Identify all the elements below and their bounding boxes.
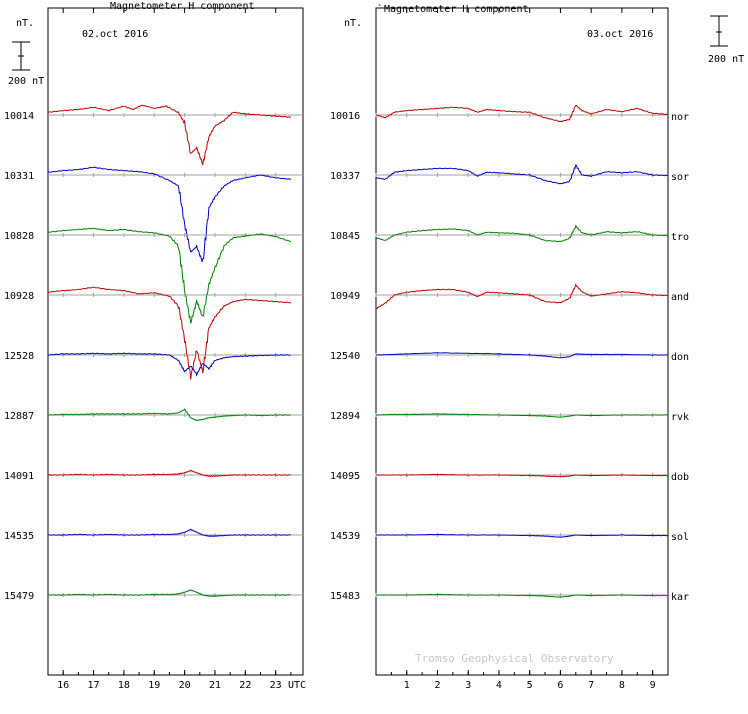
left-x-axis: 16 17 18 19 20 21 22 23 (47, 8, 292, 691)
right-station-baseline-label: 14095 (330, 471, 360, 482)
left-station-baseline-label: 12528 (4, 351, 34, 362)
right-station-baseline-label: 15483 (330, 591, 360, 602)
right-plot-frame (375, 7, 669, 676)
right-station-trace (375, 283, 669, 310)
left-station-trace (47, 352, 291, 377)
right-station-baseline-label: 10949 (330, 291, 360, 302)
right-chart-title: Magnetometer H component (384, 4, 529, 15)
right-x-tick-label: 6 (557, 680, 563, 691)
station-code-label: rvk (671, 412, 689, 423)
left-station-trace (47, 528, 291, 537)
right-x-tick-label: 1 (404, 680, 410, 691)
left-station-trace (47, 408, 291, 422)
right-station-traces: 10016 nor 10337 sor 10845 tro 10949 and 12540 don… (330, 104, 689, 603)
left-station-trace (47, 166, 292, 263)
left-station-baseline-label: 12887 (4, 411, 34, 422)
right-station-trace (375, 164, 669, 185)
left-station-trace (47, 104, 291, 166)
right-station-trace (375, 593, 669, 598)
right-x-tick-label: 2 (434, 680, 440, 691)
right-station-baseline-label: 14539 (330, 531, 360, 542)
left-station-trace (47, 469, 291, 478)
right-station-baseline-label: 10016 (330, 111, 360, 122)
right-station-trace (375, 224, 669, 243)
right-station-baseline-label: 12894 (330, 411, 360, 422)
right-station-baseline-label: 12540 (330, 351, 360, 362)
right-x-tick-label: 4 (496, 680, 502, 691)
left-station-baseline-label: 10331 (4, 171, 34, 182)
left-station-baseline-label: 14091 (4, 471, 34, 482)
right-station-trace (375, 533, 669, 538)
left-x-tick-label: 17 (88, 680, 100, 691)
left-station-baseline-label: 10828 (4, 231, 34, 242)
left-scale-bar (12, 41, 30, 71)
left-date-label: 02.oct 2016 (82, 29, 148, 40)
left-station-baseline-label: 10928 (4, 291, 34, 302)
station-code-label: tro (671, 232, 689, 243)
station-code-label: sor (671, 172, 689, 183)
right-x-tick-label: 7 (588, 680, 594, 691)
right-x-tick-label: 5 (527, 680, 533, 691)
left-x-tick-label: 18 (118, 680, 130, 691)
right-station-trace (375, 104, 669, 123)
left-station-traces: 10014 10331 10828 10928 12528 12887 14091 14535… (4, 104, 303, 602)
left-station-trace (47, 589, 291, 598)
right-station-trace (375, 413, 669, 418)
left-x-tick-label: 21 (209, 680, 221, 691)
right-x-tick-label: 8 (619, 680, 625, 691)
left-station-trace (47, 227, 292, 324)
left-x-unit-label: UTC (288, 680, 306, 691)
right-unit-label: nT. (344, 18, 362, 29)
station-code-label: sol (671, 532, 689, 543)
left-scale-label: 200 nT (8, 76, 44, 87)
right-station-trace (375, 473, 668, 478)
right-station-trace (375, 352, 669, 359)
right-scale-bar (710, 15, 728, 47)
left-x-tick-label: 20 (179, 680, 191, 691)
station-code-label: don (671, 352, 689, 363)
station-code-label: dob (671, 472, 689, 483)
right-station-baseline-label: 10845 (330, 231, 360, 242)
right-date-label: 03.oct 2016 (587, 29, 653, 40)
left-plot-frame (47, 7, 304, 676)
left-station-trace (47, 286, 291, 380)
left-station-baseline-label: 10014 (4, 111, 34, 122)
left-chart-title: Magnetometer H component (110, 1, 255, 12)
right-scale-label: 200 nT (708, 54, 744, 65)
left-station-baseline-label: 14535 (4, 531, 34, 542)
station-code-label: and (671, 292, 689, 303)
left-x-tick-label: 23 (270, 680, 282, 691)
right-station-baseline-label: 10337 (330, 171, 360, 182)
left-x-tick-label: 16 (57, 680, 69, 691)
left-unit-label: nT. (16, 18, 34, 29)
station-code-label: nor (671, 112, 689, 123)
left-station-baseline-label: 15479 (4, 591, 34, 602)
observatory-watermark: Tromso Geophysical Observatory (415, 652, 614, 665)
station-code-label: kar (671, 592, 689, 603)
left-x-tick-label: 22 (239, 680, 251, 691)
left-x-tick-label: 19 (148, 680, 160, 691)
right-x-tick-label: 9 (650, 680, 656, 691)
right-x-tick-label: 3 (465, 680, 471, 691)
right-chart-title-mark: ` (377, 3, 383, 15)
right-x-axis: 1 2 3 4 5 6 7 8 9 (375, 8, 656, 691)
